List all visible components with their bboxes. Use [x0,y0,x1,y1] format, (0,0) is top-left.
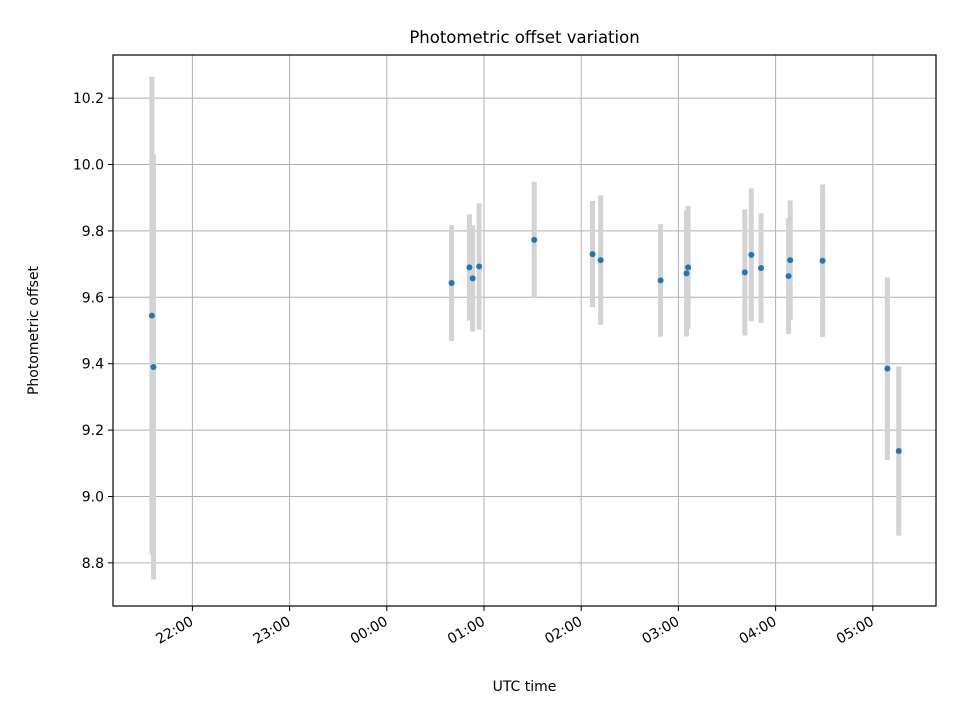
chart-title: Photometric offset variation [409,28,639,47]
y-axis-label: Photometric offset [26,265,42,395]
data-point [748,251,755,258]
plot-frame [112,54,937,607]
data-point [150,364,157,371]
data-point [448,280,455,287]
data-point [895,447,902,454]
data-point [589,251,596,258]
y-tick-label: 9.8 [82,224,104,240]
data-point [819,257,826,264]
data-point [531,236,538,243]
data-point [787,257,794,264]
data-point [148,312,155,319]
error-bars [149,76,902,580]
y-tick-label: 10.2 [73,91,104,107]
grid-lines [113,55,936,606]
x-tick-label: 02:00 [542,614,585,648]
data-point [597,257,604,264]
y-axis-ticks: 8.8 9.0 9.2 9.4 9.6 9.8 10.0 10.2 [73,91,113,572]
y-tick-label: 9.6 [82,290,104,306]
data-point [683,270,690,277]
x-tick-label: 05:00 [834,614,877,648]
x-axis-label: UTC time [493,679,557,695]
x-tick-label: 23:00 [251,614,294,648]
data-point [685,264,692,271]
data-point [476,263,483,270]
x-tick-label: 00:00 [348,614,391,648]
data-points [148,236,902,454]
data-point [884,365,891,372]
x-axis-ticks: 22:00 23:00 00:00 01:00 02:00 03:00 04:00 05:00 [153,606,877,648]
data-point [657,277,664,284]
data-point [785,273,792,280]
x-tick-label: 01:00 [445,614,488,648]
x-tick-label: 22:00 [153,614,196,648]
y-tick-label: 10.0 [73,158,104,174]
y-tick-label: 9.4 [82,357,104,373]
data-point [758,265,765,272]
x-tick-label: 03:00 [639,614,682,648]
y-tick-label: 8.8 [82,556,104,572]
data-point [469,275,476,282]
data-point [741,269,748,276]
x-tick-label: 04:00 [737,614,780,648]
y-tick-label: 9.0 [82,489,104,505]
y-tick-label: 9.2 [82,423,104,439]
data-point [466,264,473,271]
